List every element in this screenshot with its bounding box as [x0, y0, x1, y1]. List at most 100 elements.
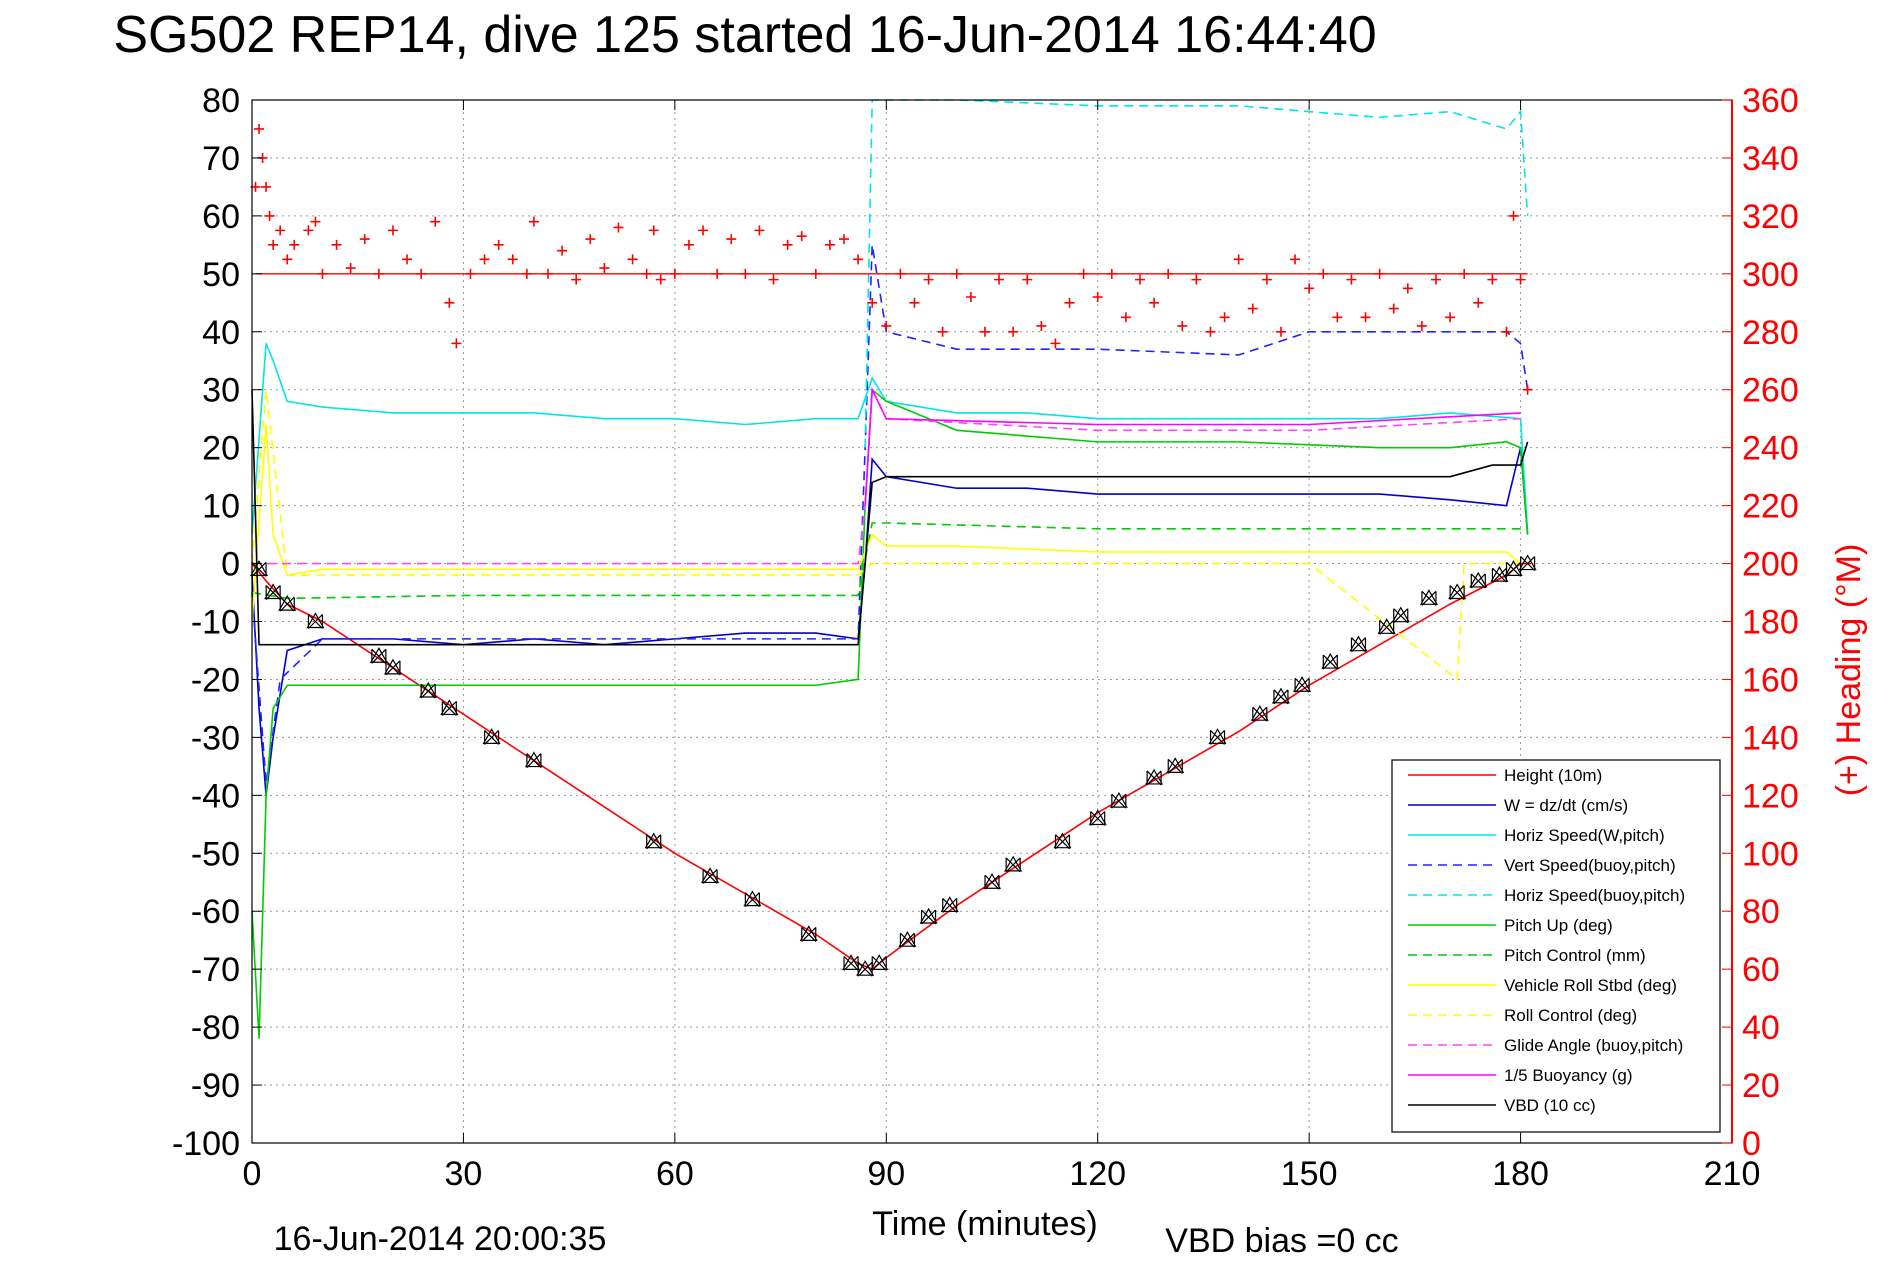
heading-marker — [698, 225, 709, 236]
heading-marker — [1487, 274, 1498, 285]
series-line-0 — [251, 562, 1532, 971]
heading-marker — [782, 239, 793, 250]
y-right-tick-label: 320 — [1742, 198, 1799, 236]
heading-marker — [1318, 268, 1329, 279]
depth-marker — [278, 594, 297, 612]
y-right-tick-label: 220 — [1742, 488, 1799, 526]
y-right-tick-label: 0 — [1742, 1125, 1761, 1163]
depth-marker — [1518, 554, 1537, 571]
heading-marker — [359, 234, 370, 245]
y-tick-label: 50 — [202, 256, 240, 294]
heading-marker — [507, 254, 518, 265]
heading-marker — [740, 268, 751, 279]
y-tick-label: -40 — [191, 777, 240, 815]
heading-marker — [1191, 274, 1202, 285]
legend-label: Glide Angle (buoy,pitch) — [1504, 1036, 1683, 1055]
x-tick-label: 90 — [867, 1155, 905, 1193]
heading-marker — [1022, 274, 1033, 285]
x-tick-label: 30 — [445, 1155, 483, 1193]
y-tick-label: 80 — [202, 82, 240, 120]
depth-marker — [743, 890, 762, 908]
x-tick-label: 0 — [243, 1155, 262, 1193]
heading-marker — [1473, 297, 1484, 308]
series-line-3 — [251, 244, 1529, 784]
legend-label: 1/5 Buoyancy (g) — [1504, 1066, 1633, 1085]
heading-marker — [923, 274, 934, 285]
depth-marker — [1469, 571, 1488, 589]
series-line-11 — [251, 389, 1529, 646]
heading-markers — [250, 123, 1533, 395]
depth-marker — [1004, 855, 1023, 873]
heading-marker — [909, 297, 920, 308]
heading-marker — [853, 254, 864, 265]
heading-marker — [1120, 312, 1131, 323]
y-right-tick-label: 200 — [1742, 546, 1799, 584]
y-tick-label: 20 — [202, 430, 240, 468]
x-tick-label: 120 — [1069, 1155, 1126, 1193]
x-tick-label: 210 — [1704, 1155, 1761, 1193]
heading-marker — [585, 234, 596, 245]
heading-marker — [1050, 338, 1061, 349]
x-tick-label: 180 — [1492, 1155, 1549, 1193]
legend-label: Roll Control (deg) — [1504, 1006, 1637, 1025]
heading-marker — [1078, 268, 1089, 279]
depth-marker — [482, 728, 501, 745]
heading-marker — [1515, 274, 1526, 285]
y-right-tick-label: 120 — [1742, 777, 1799, 815]
y-tick-label: -30 — [191, 719, 240, 757]
y-tick-label: 10 — [202, 488, 240, 526]
heading-marker — [1135, 274, 1145, 285]
y-right-tick-label: 300 — [1742, 256, 1799, 294]
depth-marker — [1088, 809, 1107, 826]
heading-marker — [613, 222, 624, 233]
heading-marker — [965, 292, 976, 303]
heading-marker — [895, 268, 906, 279]
x-axis-label: Time (minutes) — [872, 1205, 1097, 1243]
heading-marker — [951, 268, 962, 279]
heading-marker — [303, 225, 314, 236]
heading-marker — [402, 254, 413, 265]
y-right-tick-label: 20 — [1742, 1067, 1780, 1105]
heading-marker — [1008, 326, 1019, 337]
heading-marker — [881, 320, 892, 331]
y-right-tick-label: 60 — [1742, 951, 1780, 989]
series-line-5 — [251, 388, 1529, 1039]
heading-marker — [754, 225, 765, 236]
heading-marker — [521, 268, 532, 279]
heading-marker — [1388, 303, 1399, 314]
heading-marker — [1346, 274, 1357, 285]
y-tick-label: 40 — [202, 314, 240, 352]
heading-marker — [683, 239, 694, 250]
series-line-10 — [864, 386, 1521, 506]
heading-marker — [1177, 320, 1188, 331]
heading-marker — [528, 216, 539, 227]
y-right-tick-label: 340 — [1742, 140, 1799, 178]
heading-marker — [1332, 312, 1343, 323]
depth-marker — [1145, 768, 1164, 786]
legend-label: W = dz/dt (cm/s) — [1504, 796, 1628, 815]
heading-marker — [1247, 303, 1258, 314]
heading-marker — [331, 239, 342, 250]
y-tick-label: -100 — [172, 1125, 240, 1163]
heading-marker — [1522, 384, 1533, 395]
heading-marker — [1445, 312, 1456, 323]
heading-marker — [599, 263, 610, 274]
y-tick-label: -80 — [191, 1009, 240, 1047]
heading-marker — [387, 225, 398, 236]
depth-marker — [383, 658, 402, 676]
heading-marker — [493, 239, 504, 250]
heading-marker — [1304, 283, 1315, 294]
heading-marker — [268, 239, 279, 250]
heading-marker — [1360, 312, 1371, 323]
heading-marker — [1219, 312, 1230, 323]
y-right-tick-label: 80 — [1742, 893, 1780, 931]
y-right-tick-label: 280 — [1742, 314, 1799, 352]
heading-marker — [310, 216, 321, 227]
heading-marker — [655, 274, 666, 285]
heading-marker — [1290, 254, 1301, 265]
heading-marker — [796, 231, 807, 242]
depth-marker — [940, 896, 959, 913]
y-right-tick-label: 160 — [1742, 661, 1799, 699]
heading-marker — [867, 297, 878, 308]
